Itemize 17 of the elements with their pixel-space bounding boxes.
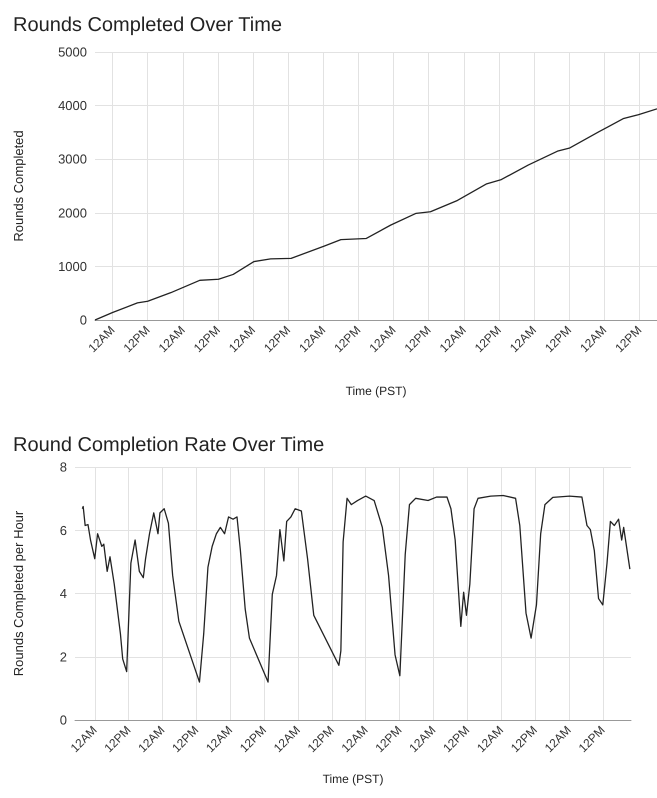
chart-title: Rounds Completed Over Time <box>13 14 282 36</box>
chart-title: Round Completion Rate Over Time <box>13 434 324 456</box>
x-axis-title: Time (PST) <box>322 772 384 786</box>
y-tick-label: 1000 <box>58 258 87 274</box>
y-tick-label: 2 <box>60 649 67 664</box>
y-tick-label: 6 <box>60 522 67 538</box>
y-tick-label: 4000 <box>58 98 87 114</box>
y-axis-title: Rounds Completed <box>11 130 26 242</box>
y-tick-label: 0 <box>60 712 67 728</box>
y-tick-label: 0 <box>80 312 87 328</box>
y-axis-title: Rounds Completed per Hour <box>11 510 26 676</box>
y-tick-label: 5000 <box>58 44 87 60</box>
x-axis-title: Time (PST) <box>346 384 406 398</box>
y-tick-label: 2000 <box>58 205 87 220</box>
y-tick-label: 4 <box>60 586 67 601</box>
y-tick-label: 3000 <box>58 152 87 167</box>
y-tick-label: 8 <box>60 460 67 474</box>
